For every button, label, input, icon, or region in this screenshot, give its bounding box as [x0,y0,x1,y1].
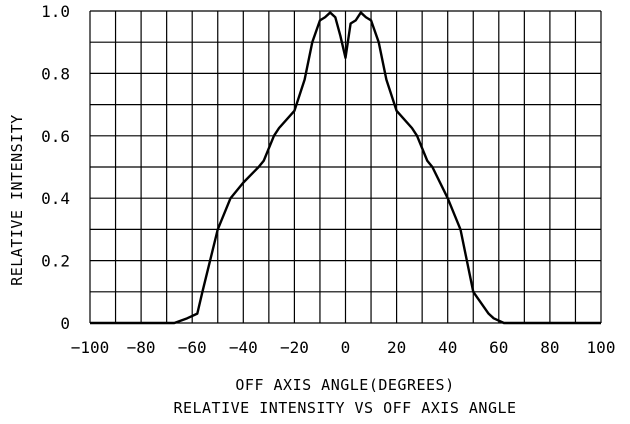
y-tick-label: 1.0 [41,2,70,21]
y-axis-label: RELATIVE INTENSITY [8,114,26,286]
x-tick-label: 0 [341,338,351,357]
series-line [90,11,601,325]
x-tick-label: −100 [71,338,110,357]
chart-title: RELATIVE INTENSITY VS OFF AXIS ANGLE [173,399,516,417]
y-tick-label: 0.4 [41,189,70,208]
y-tick-labels: 0 0.2 0.4 0.6 0.8 1.0 [41,2,70,333]
x-tick-label: 100 [587,338,616,357]
x-tick-labels: −100 −80 −60 −40 −20 0 20 40 60 80 100 [71,338,616,357]
x-tick-label: −40 [229,338,258,357]
y-tick-label: 0.2 [41,252,70,271]
x-tick-label: 60 [489,338,508,357]
x-tick-label: −20 [280,338,309,357]
y-tick-label: 0.6 [41,127,70,146]
plot-area [90,11,601,325]
x-tick-label: 40 [438,338,457,357]
x-axis-label: OFF AXIS ANGLE(DEGREES) [235,376,454,394]
y-tick-label: 0.8 [41,64,70,83]
x-tick-label: −80 [127,338,156,357]
x-tick-label: −60 [178,338,207,357]
x-tick-label: 80 [540,338,559,357]
y-tick-label: 0 [60,314,70,333]
x-tick-label: 20 [387,338,406,357]
